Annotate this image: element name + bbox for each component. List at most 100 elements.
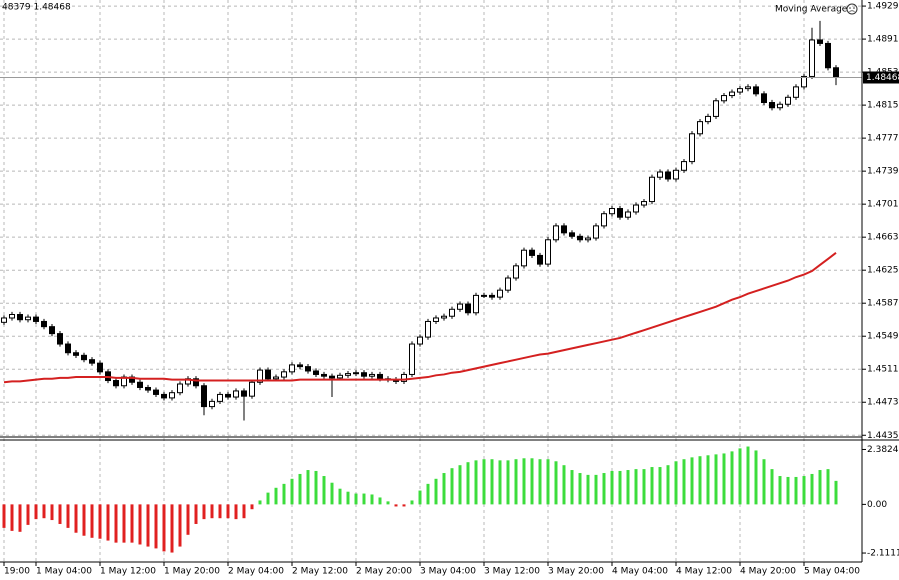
histogram-bar [386, 501, 390, 505]
candle-body [641, 201, 647, 206]
candle-body [401, 373, 407, 382]
histogram-bar [234, 504, 238, 520]
candle-body [241, 390, 247, 397]
candle-body [617, 208, 623, 218]
candle-body [169, 392, 175, 399]
histogram-bar [50, 504, 54, 521]
histogram-bar [674, 461, 678, 505]
histogram-bar [274, 487, 278, 505]
y-tick-label: 1.45490 [867, 332, 899, 342]
histogram-bar [418, 490, 422, 505]
histogram-bar [682, 459, 686, 505]
histogram-bar [154, 504, 158, 549]
marks-layer [0, 20, 862, 553]
histogram-bar [530, 458, 534, 505]
histogram-bar [586, 474, 590, 505]
candle-body [193, 378, 199, 387]
candle-body [137, 381, 143, 388]
y-tick-label: 1.44730 [867, 398, 899, 408]
candle-body [761, 93, 767, 104]
y-tick-label: 2.3824 [867, 445, 899, 455]
x-tick-label: 2 May 04:00 [228, 567, 284, 577]
candle-body [313, 370, 319, 375]
candle-body [577, 235, 583, 241]
histogram-bar [242, 504, 246, 519]
histogram-bar [138, 504, 142, 545]
histogram-bar [458, 465, 462, 505]
candle-body [409, 343, 415, 375]
histogram-bar [666, 465, 670, 505]
candle-body [465, 303, 471, 314]
candle-body [793, 86, 799, 98]
y-tick-label: -2.1111 [867, 549, 899, 559]
histogram-bar [786, 476, 790, 505]
x-tick-label: 4 May 12:00 [676, 567, 732, 577]
expert-icon [846, 3, 858, 15]
histogram-bar [162, 504, 166, 552]
candle-body [657, 171, 663, 178]
candle-body [81, 354, 87, 361]
candle-body [601, 213, 607, 227]
histogram-bar [818, 470, 822, 505]
x-tick-label: 3 May 20:00 [548, 567, 604, 577]
histogram-bar [658, 467, 662, 505]
histogram-bar [378, 497, 382, 505]
y-tick-label: 1.47010 [867, 200, 899, 210]
candle-body [705, 115, 711, 123]
x-tick-label: 1 May 12:00 [100, 567, 156, 577]
histogram-bar [58, 504, 62, 524]
histogram-bar [602, 473, 606, 505]
histogram-bar [730, 451, 734, 505]
candle-body [745, 86, 751, 90]
y-tick-label: 1.47770 [867, 134, 899, 144]
histogram-bar [554, 461, 558, 505]
histogram-bar [402, 504, 406, 507]
histogram-bar [354, 493, 358, 505]
candle-body [329, 375, 335, 379]
histogram-bar [562, 465, 566, 505]
candle-body [417, 336, 423, 345]
histogram-bar [362, 493, 366, 505]
candle-body [161, 393, 167, 399]
candle-body [65, 343, 71, 354]
candle-body [609, 208, 615, 215]
candle-body [833, 67, 839, 78]
candle-body [153, 389, 159, 395]
histogram-bar [546, 459, 550, 505]
candle-body [345, 373, 351, 376]
histogram-bar [34, 504, 38, 520]
histogram-bar [522, 458, 526, 505]
histogram-bar [482, 459, 486, 505]
histogram-bar [538, 459, 542, 505]
histogram-bar [778, 476, 782, 505]
x-tick-label: 3 May 04:00 [420, 567, 476, 577]
candle-body [249, 381, 255, 397]
candle-body [321, 373, 327, 377]
x-tick-label: 2 May 20:00 [356, 567, 412, 577]
candle-body [545, 239, 551, 265]
x-tick-label: 1 May 20:00 [164, 567, 220, 577]
x-tick-label: 3 May 12:00 [484, 567, 540, 577]
histogram-bar [394, 504, 398, 507]
histogram-bar [82, 504, 86, 536]
histogram-bar [290, 478, 294, 505]
histogram-bar [322, 476, 326, 505]
histogram-bar [442, 473, 446, 505]
histogram-bar [578, 473, 582, 505]
candle-body [233, 390, 239, 398]
labels-layer: 1.492901.489101.485301.481501.477701.473… [3, 2, 899, 577]
histogram-bar [610, 470, 614, 505]
candle-body [361, 372, 367, 377]
y-tick-label: 1.47390 [867, 167, 899, 177]
candle-body [113, 380, 119, 387]
y-tick-label: 1.45110 [867, 365, 899, 375]
histogram-bar [258, 500, 262, 505]
candle-body [561, 225, 567, 234]
histogram-bar [98, 504, 102, 539]
candle-body [785, 96, 791, 105]
candle-body [257, 369, 263, 383]
histogram-bar [2, 504, 6, 528]
histogram-bar [834, 480, 838, 505]
candle-body [481, 294, 487, 297]
